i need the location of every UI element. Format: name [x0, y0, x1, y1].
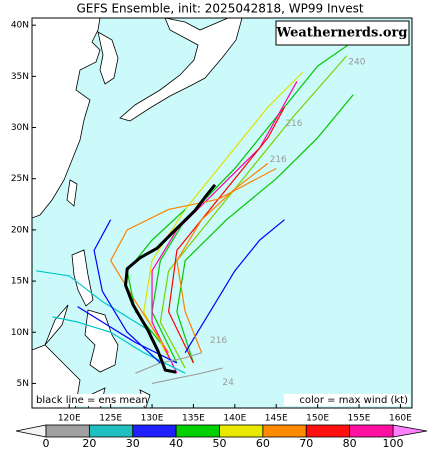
y-tick-label: 15N: [11, 277, 29, 287]
land-luzon: [71, 249, 94, 307]
colorbar-label: 30: [126, 437, 140, 450]
x-tick-label: 160E: [389, 414, 412, 424]
colorbar-label: 100: [383, 437, 404, 450]
colorbar-label: 60: [256, 437, 270, 450]
y-tick-label: 25N: [11, 174, 29, 184]
ensemble-track: [168, 106, 286, 364]
x-tick-label: 150E: [306, 414, 329, 424]
y-tick-label: 35N: [11, 72, 29, 82]
x-tick-label: 155E: [348, 414, 371, 424]
colorbar-over: [392, 424, 428, 438]
colorbar: 0 20 30 40 50 60 70 80 100: [43, 424, 404, 450]
map-frame: [31, 17, 413, 409]
note-bg: [284, 394, 410, 406]
ensemble-track: [36, 270, 153, 333]
x-tick-label: 140E: [223, 414, 246, 424]
y-tick-label: 10N: [11, 328, 29, 338]
ensemble-track: [93, 219, 161, 364]
colorbar-segment: [88, 424, 134, 438]
colorbar-segment: [132, 424, 177, 438]
colorbar-segment: [45, 424, 90, 438]
y-tick-label: 40N: [11, 21, 29, 31]
ensemble-track: [135, 352, 202, 374]
land-palawan: [44, 304, 69, 346]
land-taiwan: [66, 179, 78, 207]
colorbar-segment: [349, 424, 394, 438]
y-tick-label: 20N: [11, 225, 29, 235]
hour-label: 216: [285, 119, 302, 129]
colorbar-segment: [175, 424, 220, 438]
x-tick-label: 130E: [141, 414, 164, 424]
ensemble-track: [151, 42, 352, 364]
watermark-box: [275, 20, 410, 46]
ensemble-track: [176, 162, 269, 353]
x-tick-label: 120E: [58, 414, 81, 424]
y-tick-label: 30N: [11, 123, 29, 133]
colorbar-label: 20: [82, 437, 96, 450]
tracks: 216 240 216 24 216: [36, 42, 366, 388]
ensemble-track: [151, 367, 223, 385]
note-left: black line = ens mean: [36, 395, 148, 406]
ensemble-track: [77, 306, 178, 364]
y-tick-label: 5N: [17, 379, 29, 389]
colorbar-segment: [219, 424, 264, 438]
note-right: color = max wind (kt): [299, 395, 408, 406]
land-mindanao: [84, 309, 119, 373]
x-tick-label: 125E: [99, 414, 122, 424]
hour-label: 216: [210, 336, 227, 346]
ocean: [32, 18, 412, 408]
colorbar-segment: [262, 424, 307, 438]
colorbar-segment: [305, 424, 351, 438]
ensemble-track: [176, 94, 354, 364]
colorbar-under: [15, 424, 47, 438]
title: GEFS Ensemble, init: 2025042818, WP99 In…: [76, 2, 363, 16]
land-asia: [32, 18, 101, 219]
land-japan: [119, 18, 243, 122]
ensemble-track: [184, 219, 285, 354]
hour-label: 216: [270, 155, 287, 165]
hour-label: 24: [222, 378, 234, 388]
mean-track: [124, 183, 217, 374]
colorbar-label: 0: [43, 437, 50, 450]
ensemble-track: [110, 167, 277, 354]
colorbar-label: 70: [299, 437, 313, 450]
colorbar-label: 50: [213, 437, 227, 450]
x-tick-label: 145E: [265, 414, 288, 424]
colorbar-label: 40: [169, 437, 183, 450]
land-korea: [97, 31, 119, 85]
land-borneo: [32, 344, 81, 408]
land: [32, 18, 243, 408]
watermark: Weathernerds.org: [276, 26, 408, 41]
x-tick-label: 135E: [182, 414, 205, 424]
colorbar-label: 80: [343, 437, 357, 450]
ensemble-track: [52, 316, 186, 374]
note-bg: [34, 394, 144, 406]
ensemble-track: [159, 55, 348, 369]
hour-label: 240: [348, 58, 365, 68]
